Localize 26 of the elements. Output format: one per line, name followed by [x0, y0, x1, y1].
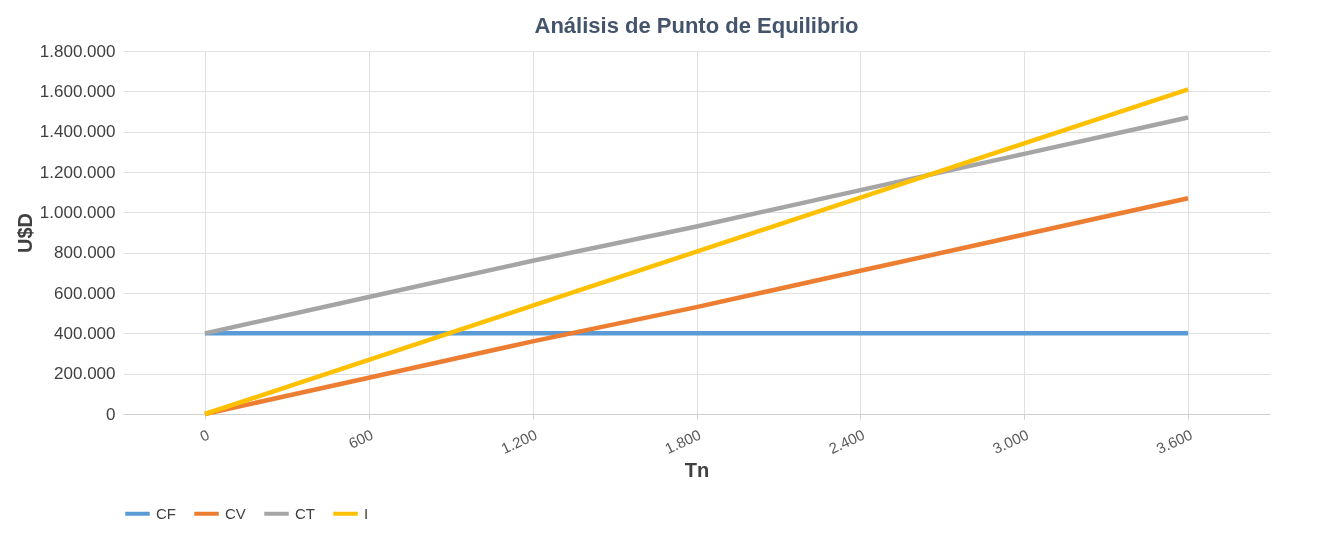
line-series [202, 115, 1191, 336]
x-tick-label: 0 [197, 425, 212, 445]
line-series [202, 87, 1191, 417]
y-axis-title: U$D [13, 212, 36, 254]
legend-label: CT [295, 504, 315, 522]
y-tick-label: 1.800.000 [39, 41, 116, 61]
legend-label: CF [156, 504, 176, 522]
y-tick-label: 400.000 [54, 323, 116, 343]
chart-title: Análisis de Punto de Equilibrio [534, 13, 859, 38]
y-tick-label: 0 [106, 404, 116, 424]
y-tick-label: 1.200.000 [39, 162, 116, 182]
y-tick-label: 1.600.000 [39, 81, 116, 101]
x-tick-label: 1.200 [498, 425, 540, 457]
x-tick-label: 3.000 [989, 425, 1032, 457]
y-tick-label: 600.000 [54, 283, 116, 303]
x-tick-label: 1.800 [662, 425, 704, 457]
x-tick-label: 3.600 [1153, 425, 1195, 457]
x-tick-label: 600 [345, 425, 376, 452]
y-tick-label: 200.000 [54, 364, 116, 384]
y-tick-label: 800.000 [54, 243, 116, 263]
x-tick-label: 2.400 [825, 425, 868, 457]
y-tick-label: 1.400.000 [39, 122, 116, 142]
y-tick-label: 1.000.000 [39, 202, 116, 222]
legend-label: I [364, 504, 369, 522]
x-axis-title: Tn [684, 458, 710, 481]
legend-label: CV [225, 504, 246, 522]
